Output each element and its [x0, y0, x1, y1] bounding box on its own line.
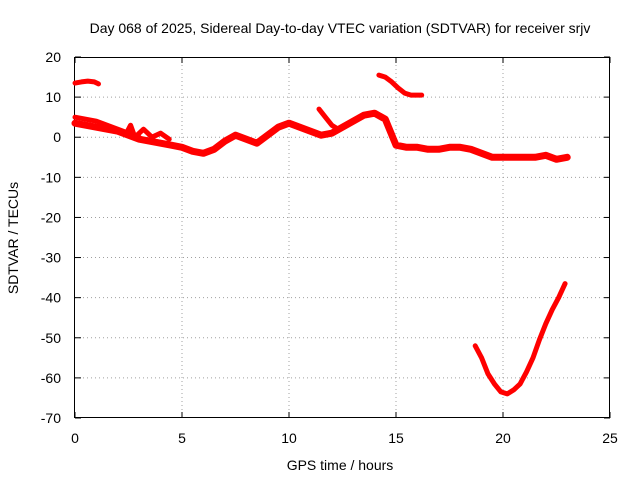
x-tick-label: 0: [71, 430, 79, 446]
series-segment-spike-11: [316, 106, 341, 132]
series-segment-14-16: [376, 72, 425, 98]
x-tick-label: 15: [388, 430, 404, 446]
y-tick-label: 0: [53, 129, 61, 145]
x-tick-label: 10: [281, 430, 297, 446]
x-axis-title: GPS time / hours: [287, 457, 394, 473]
y-axis-title: SDTVAR / TECUs: [5, 182, 21, 294]
axis-ticks: 0 5 10 15 20 25 -70 -60 -50 -40 -30 -20 -10 0 10 20: [41, 49, 618, 446]
y-tick-label: 10: [45, 89, 61, 105]
x-tick-label: 20: [495, 430, 511, 446]
series-main-trace: [71, 109, 571, 163]
chart-title: Day 068 of 2025, Sidereal Day-to-day VTE…: [90, 20, 591, 36]
y-tick-label: -40: [41, 290, 61, 306]
y-tick-label: -60: [41, 370, 61, 386]
series-segment-start: [72, 78, 101, 87]
y-tick-label: -50: [41, 330, 61, 346]
series-spike-early: [123, 122, 172, 142]
y-tick-label: -30: [41, 250, 61, 266]
y-tick-label: -10: [41, 169, 61, 185]
x-tick-label: 25: [602, 430, 618, 446]
grid: [75, 57, 610, 418]
series-group: [71, 72, 571, 397]
y-tick-label: -70: [41, 410, 61, 426]
x-tick-label: 5: [178, 430, 186, 446]
series-segment-valley: [472, 281, 568, 397]
plot-frame: [74, 57, 610, 418]
y-tick-label: -20: [41, 209, 61, 225]
y-tick-label: 20: [45, 49, 61, 65]
